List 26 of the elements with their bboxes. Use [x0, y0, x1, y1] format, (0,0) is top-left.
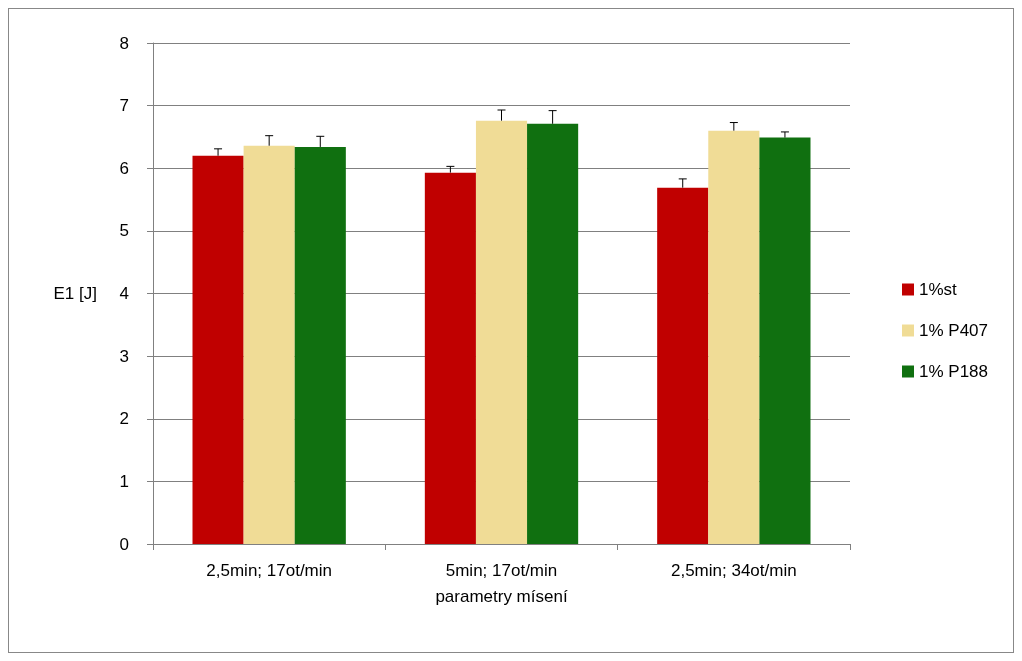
x-axis-title: parametry mísení: [435, 587, 568, 606]
legend-label: 1%st: [919, 280, 958, 299]
bar: [475, 120, 528, 544]
y-tick-label: 8: [119, 33, 129, 53]
y-tick-label: 0: [119, 534, 129, 554]
bar: [759, 137, 811, 544]
x-tick-label: 2,5min; 17ot/min: [206, 561, 333, 580]
x-tick-label: 2,5min; 34ot/min: [670, 561, 797, 580]
x-tick-label: 5min; 17ot/min: [445, 561, 558, 580]
bar: [424, 172, 476, 544]
y-tick-label: 4: [119, 284, 129, 303]
y-tick-label: 1: [119, 471, 129, 491]
bar: [243, 145, 295, 544]
legend-label: 1% P407: [919, 321, 988, 340]
bar: [527, 123, 579, 544]
bar: [294, 146, 346, 544]
y-axis-title: E1 [J]: [53, 284, 97, 303]
y-tick-label: 6: [119, 158, 129, 178]
y-tick-label: 2: [119, 409, 129, 429]
y-tick-label: 5: [119, 221, 129, 241]
bar: [657, 187, 709, 544]
legend-label: 1% P188: [919, 362, 988, 381]
y-tick-label: 7: [119, 96, 129, 116]
bar: [192, 155, 244, 544]
y-tick-label: 3: [119, 346, 129, 366]
bar: [708, 130, 760, 544]
